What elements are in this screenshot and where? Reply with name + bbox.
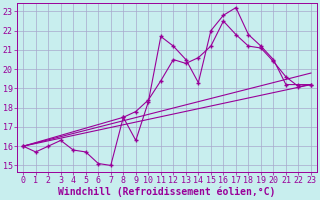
X-axis label: Windchill (Refroidissement éolien,°C): Windchill (Refroidissement éolien,°C) xyxy=(58,187,276,197)
